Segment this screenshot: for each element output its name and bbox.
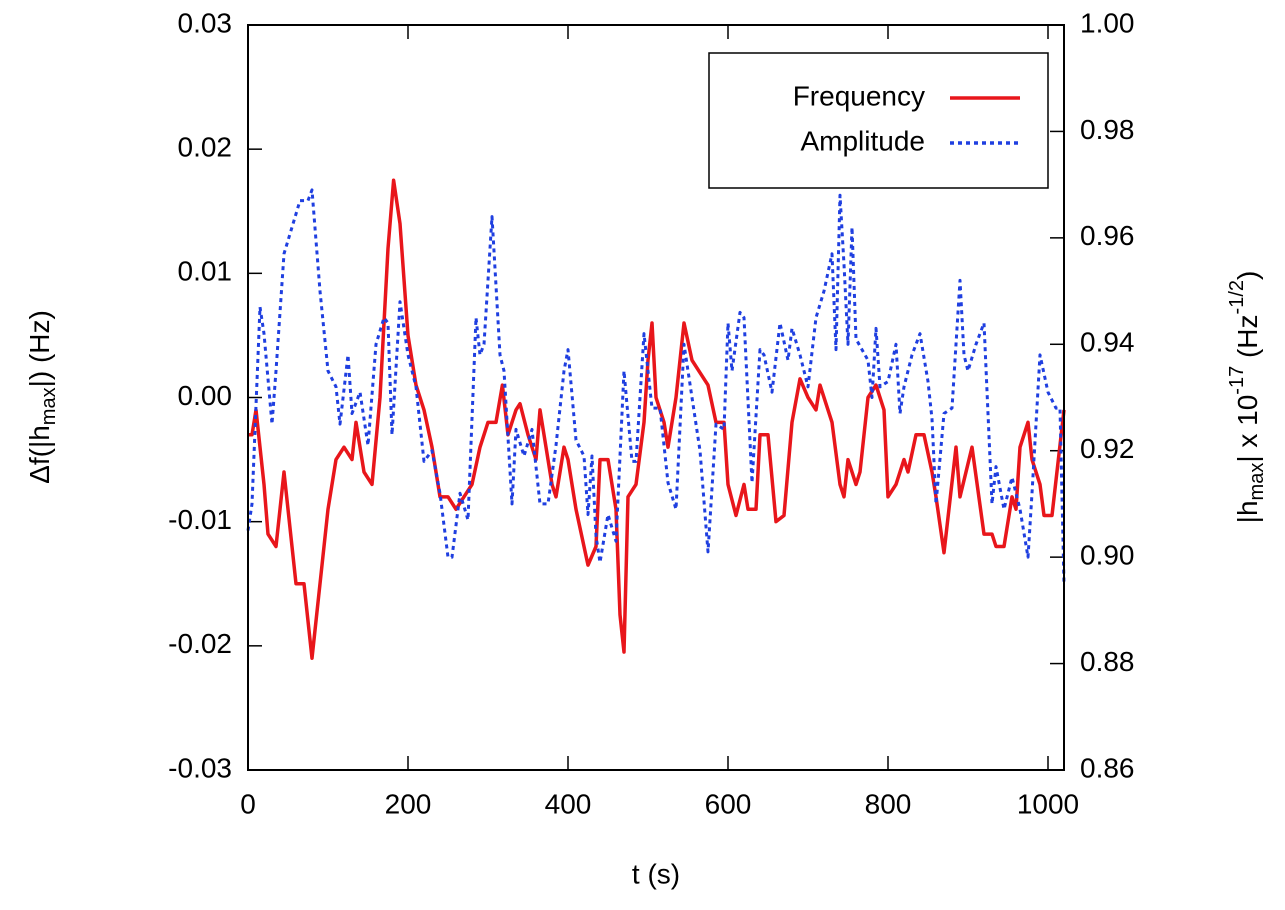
legend-box (708, 52, 1049, 189)
y-axis-label: Δf(|hmax|) (Hz) (24, 310, 60, 484)
y2-tick-label: 0.96 (1080, 220, 1135, 251)
x-tick-label: 600 (705, 788, 752, 819)
y-label-part: Δf(|h (24, 425, 55, 484)
x-axis-label: t (s) (632, 858, 680, 889)
x-tick-label: 1000 (1017, 788, 1079, 819)
data-line (246, 188, 1066, 584)
x-tick-label: 400 (545, 788, 592, 819)
y2-tick-label: 0.90 (1080, 540, 1135, 571)
y2-label-sub: max (1246, 463, 1268, 501)
y-tick-label: -0.02 (168, 628, 232, 659)
plot-frame (247, 24, 1065, 771)
y2-label-part: | x 10 (1232, 395, 1263, 463)
y2-tick-label: 0.94 (1080, 327, 1135, 358)
y2-tick-label: 0.98 (1080, 114, 1135, 145)
y-tick-label: -0.01 (168, 504, 232, 535)
x-tick-label: 0 (240, 788, 256, 819)
legend-label: Amplitude (800, 125, 925, 156)
y2-label-sup: -17 (1226, 366, 1248, 395)
data-line (248, 178, 1066, 660)
y2-label-sup: -1/2 (1226, 280, 1248, 314)
y-tick-label: 0.03 (178, 7, 233, 38)
y2-label-part: (Hz (1232, 314, 1263, 365)
y-tick-label: 0.01 (178, 256, 233, 287)
x-tick-label: 200 (385, 788, 432, 819)
y2-label-part: ) (1232, 271, 1263, 280)
y-tick-label: 0.00 (178, 380, 233, 411)
x-tick-label: 800 (865, 788, 912, 819)
y-label-sub: max (38, 387, 60, 425)
y2-label-part: |h (1232, 500, 1263, 523)
y-label-part: |) (Hz) (24, 310, 55, 387)
legend-label: Frequency (793, 80, 925, 111)
y2-tick-label: 0.92 (1080, 433, 1135, 464)
y2-tick-label: 0.88 (1080, 646, 1135, 677)
y2-axis-label: |hmax| x 10-17 (Hz-1/2) (1226, 271, 1268, 524)
y-tick-label: -0.03 (168, 752, 232, 783)
y2-tick-label: 1.00 (1080, 7, 1135, 38)
y-tick-label: 0.02 (178, 132, 233, 163)
y2-tick-label: 0.86 (1080, 752, 1135, 783)
